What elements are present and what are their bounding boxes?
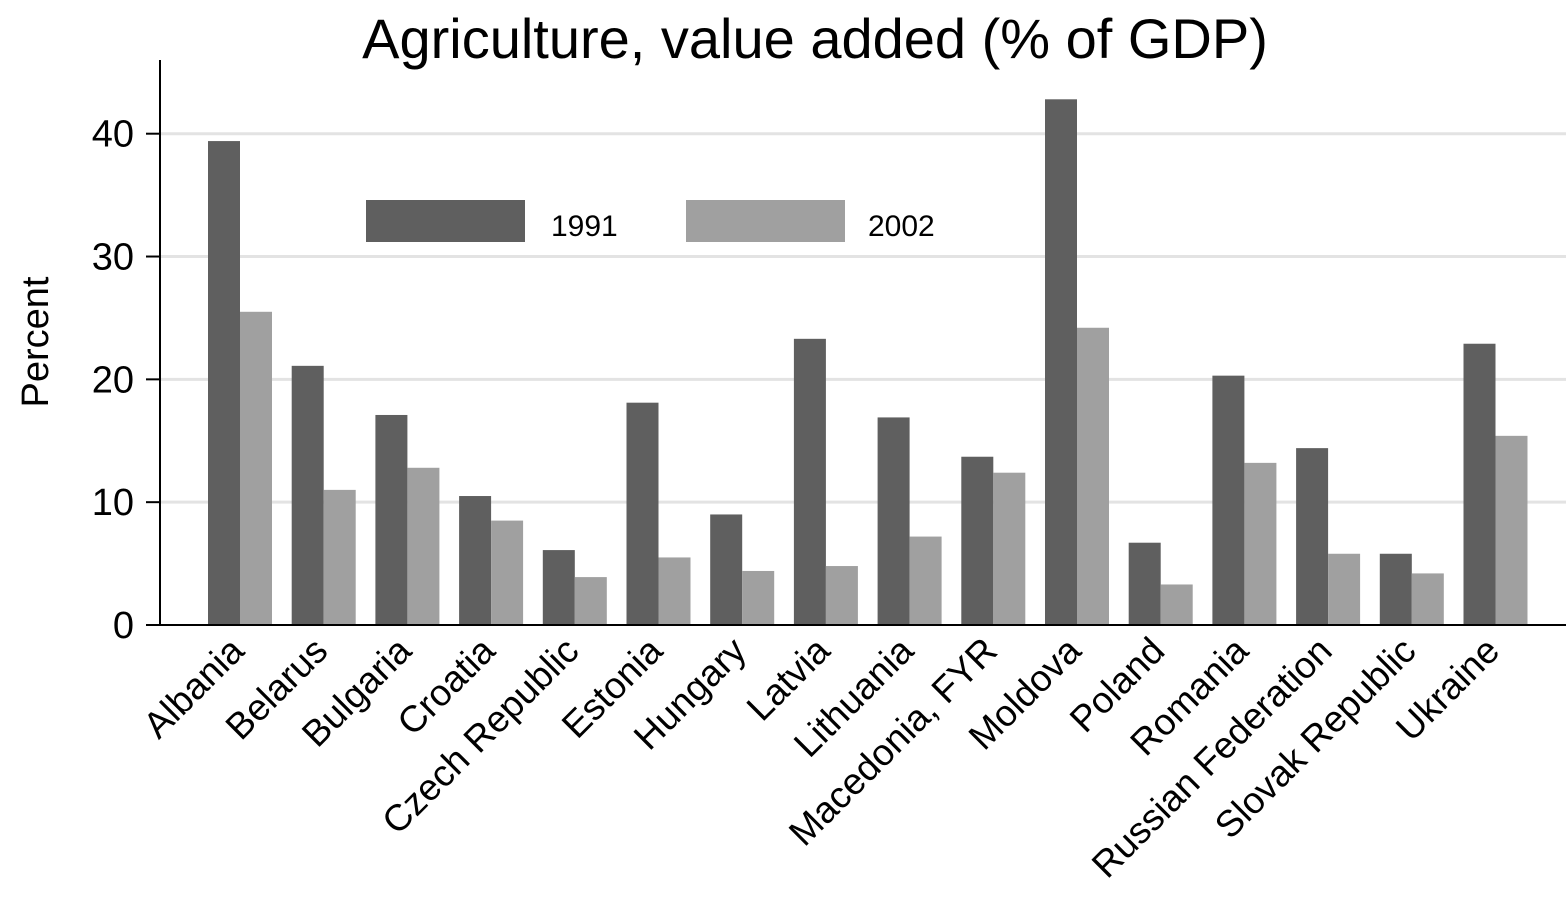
bar-2002-latvia	[825, 566, 858, 625]
bar-2002-bulgaria	[407, 467, 440, 625]
bar-1991-latvia	[793, 338, 826, 625]
bar-1991-lithuania	[877, 417, 910, 625]
bar-1991-belarus	[291, 365, 324, 625]
bar-1991-czech-republic	[542, 550, 575, 625]
bar-1991-hungary	[710, 514, 743, 625]
bar-2002-macedonia-fyr	[993, 472, 1026, 625]
bar-2002-slovak-republic	[1411, 573, 1444, 625]
bar-2002-estonia	[658, 557, 691, 625]
bar-2002-poland	[1160, 584, 1193, 625]
y-tick-label-30: 30	[92, 237, 134, 279]
legend-label-1991: 1991	[551, 210, 618, 243]
bar-2002-moldova	[1077, 327, 1109, 625]
bar-2002-belarus	[323, 489, 356, 625]
y-tick-label-20: 20	[92, 359, 134, 401]
legend-label-2002: 2002	[868, 210, 935, 243]
bar-1991-ukraine	[1463, 343, 1496, 625]
axes	[146, 60, 1566, 626]
bar-1991-estonia	[626, 402, 659, 625]
bar-1991-croatia	[459, 496, 492, 625]
bar-2002-albania	[240, 311, 272, 625]
bar-1991-bulgaria	[375, 414, 408, 625]
bar-2002-russian-federation	[1328, 553, 1361, 625]
y-tick-label-40: 40	[92, 114, 134, 156]
bar-1991-slovak-republic	[1379, 553, 1412, 625]
y-axis-label: Percent	[15, 276, 57, 407]
legend-swatch-2002	[686, 200, 845, 242]
bar-1991-moldova	[1045, 99, 1077, 626]
y-tick-label-10: 10	[92, 482, 134, 524]
bar-1991-romania	[1212, 375, 1245, 625]
bars	[208, 99, 1528, 626]
bar-1991-poland	[1128, 542, 1161, 625]
bar-2002-romania	[1244, 462, 1277, 625]
gridlines	[160, 132, 1566, 504]
bar-2002-ukraine	[1495, 435, 1528, 625]
chart-title: Agriculture, value added (% of GDP)	[362, 7, 1268, 70]
bar-1991-russian-federation	[1296, 448, 1329, 625]
bar-2002-croatia	[491, 520, 524, 625]
bar-2002-hungary	[742, 570, 775, 625]
legend-swatch-1991	[366, 200, 525, 242]
bar-2002-lithuania	[909, 536, 942, 625]
y-tick-label-0: 0	[113, 605, 134, 647]
bar-1991-macedonia-fyr	[961, 456, 994, 625]
legend: 1991 2002	[366, 200, 935, 243]
y-ticks: 0 10 20 30 40	[92, 114, 160, 647]
bar-2002-czech-republic	[574, 577, 607, 625]
bar-1991-albania	[208, 141, 240, 625]
